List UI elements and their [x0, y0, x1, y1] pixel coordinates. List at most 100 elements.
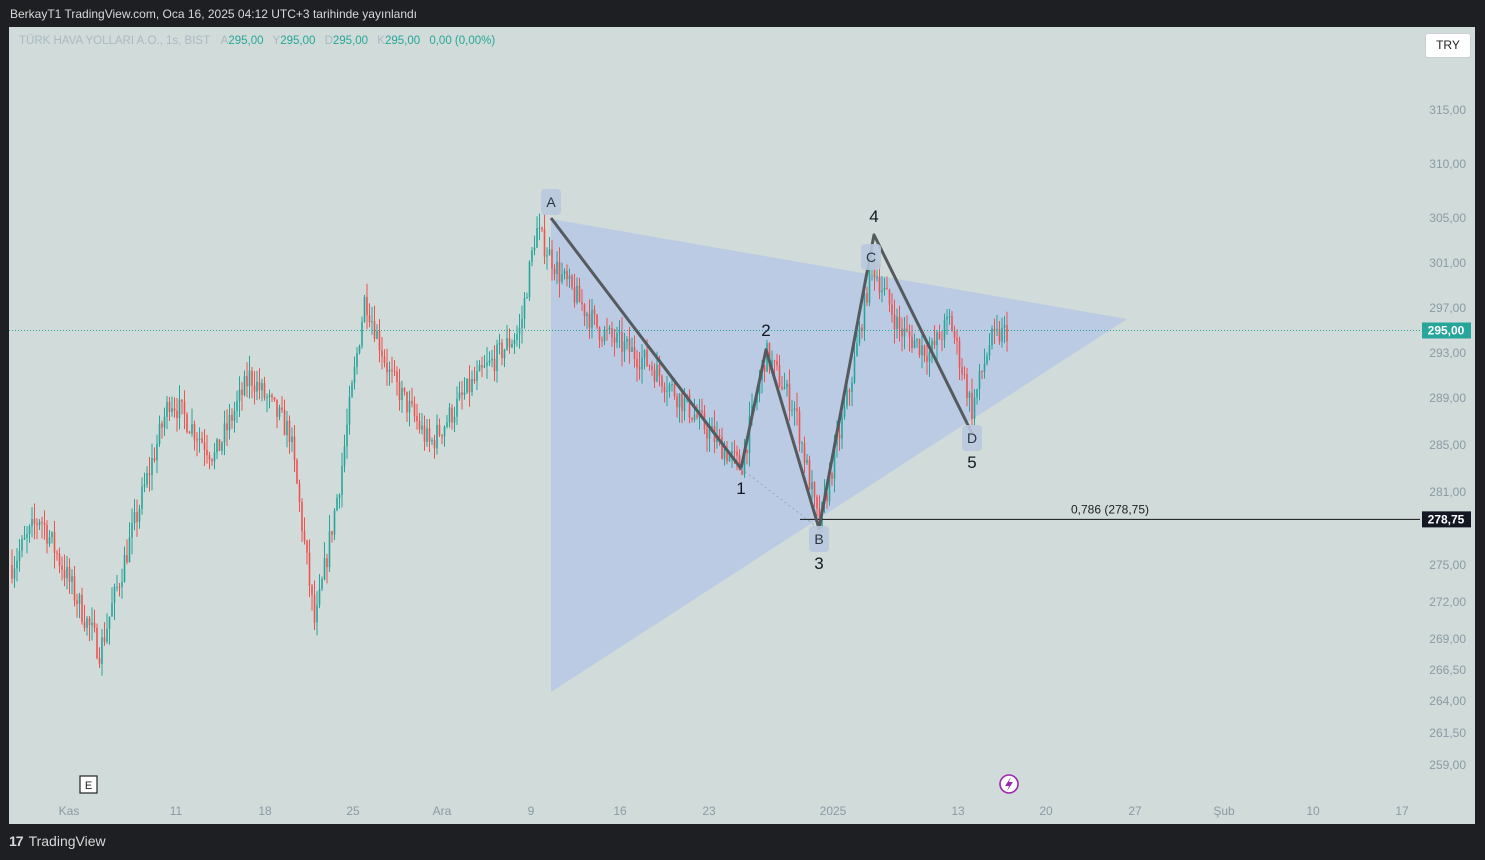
candle-body [33, 518, 36, 524]
candle-body [668, 384, 671, 392]
y-tick-label: 281,00 [1429, 485, 1466, 499]
candle-body [16, 560, 18, 569]
publish-info: BerkayT1 TradingView.com, Oca 16, 2025 0… [10, 7, 418, 21]
candle-body [363, 296, 366, 322]
candle-body [188, 432, 191, 434]
candle-body [123, 555, 126, 583]
candle-body [146, 473, 148, 485]
candle-body [241, 389, 243, 396]
candle-body [586, 313, 588, 316]
candle-body [676, 396, 678, 408]
candle-body [956, 337, 958, 341]
candle-body [723, 449, 726, 460]
candle-body [788, 383, 791, 411]
candle-body [961, 367, 963, 375]
candle-body [91, 622, 93, 626]
candle-body [276, 399, 278, 417]
candle-body [533, 247, 536, 251]
candle-body [523, 298, 526, 319]
y-tick-label: 269,00 [1429, 632, 1466, 646]
candle-body [898, 316, 901, 329]
candle-body [418, 421, 421, 430]
candle-body [476, 371, 478, 381]
candle-body [426, 428, 428, 442]
candle-body [811, 482, 813, 490]
candle-body [988, 345, 991, 356]
candle-body [258, 381, 261, 391]
candle-body [983, 363, 986, 372]
candle-body [973, 397, 976, 419]
candle-body [151, 458, 153, 476]
x-tick-label: 25 [346, 804, 360, 818]
candle-body [971, 392, 973, 419]
candle-body [656, 364, 658, 382]
candle-body [936, 332, 938, 346]
candle-body [511, 344, 513, 348]
wave-label: 5 [967, 453, 976, 472]
candle-body [233, 411, 236, 421]
candle-body [923, 345, 926, 357]
candle-body [688, 394, 691, 418]
candle-body [568, 275, 571, 280]
candle-body [503, 349, 506, 359]
candle-body [301, 502, 303, 532]
candle-body [263, 383, 266, 398]
candle-body [121, 582, 123, 587]
candle-body [376, 331, 378, 339]
candle-body [178, 399, 181, 419]
candle-body [691, 417, 693, 420]
candle-body [338, 494, 341, 498]
candle-body [158, 423, 161, 444]
candle-body [163, 416, 166, 428]
candle-body [406, 391, 408, 413]
candle-body [171, 408, 173, 413]
candle-body [553, 268, 556, 275]
candle-body [128, 537, 131, 563]
candle-body [571, 275, 573, 288]
candle-body [431, 440, 433, 442]
candle-body [248, 370, 251, 387]
candle-body [461, 392, 463, 395]
pattern-point-box [962, 425, 982, 451]
currency-button[interactable]: TRY [1425, 33, 1471, 58]
candle-body [908, 330, 911, 337]
candle-body [721, 436, 723, 460]
candle-body [641, 357, 643, 370]
candle-body [78, 594, 81, 604]
candle-body [243, 376, 246, 396]
triangle-pattern [551, 219, 1127, 692]
candle-body [693, 414, 696, 420]
x-tick-label: Şub [1213, 804, 1235, 818]
candle-body [481, 364, 483, 368]
candle-body [288, 420, 291, 443]
candle-body [463, 392, 466, 395]
candle-body [623, 341, 626, 352]
pattern-point-label: C [866, 249, 876, 265]
candle-body [166, 401, 168, 417]
candle-body [38, 521, 41, 525]
candle-body [253, 385, 256, 392]
wave-label: 3 [814, 554, 823, 573]
candle-body [56, 552, 58, 554]
candle-body [911, 336, 913, 348]
candle-body [366, 296, 368, 316]
y-tick-label: 266,50 [1429, 663, 1466, 677]
y-tick-label: 305,00 [1429, 211, 1466, 225]
candle-body [483, 365, 486, 368]
x-tick-label: Kas [59, 804, 80, 818]
candle-body [18, 550, 21, 561]
candle-body [13, 568, 16, 579]
candle-body [306, 540, 308, 553]
candle-body [453, 416, 456, 423]
candle-body [901, 328, 903, 337]
candle-body [976, 388, 978, 398]
candle-body [658, 364, 661, 377]
candle-body [711, 426, 713, 429]
candle-body [228, 414, 231, 431]
candle-body [441, 434, 443, 437]
candle-body [111, 603, 113, 617]
candle-body [281, 407, 283, 410]
candle-body [118, 586, 121, 588]
candle-body [328, 531, 331, 568]
